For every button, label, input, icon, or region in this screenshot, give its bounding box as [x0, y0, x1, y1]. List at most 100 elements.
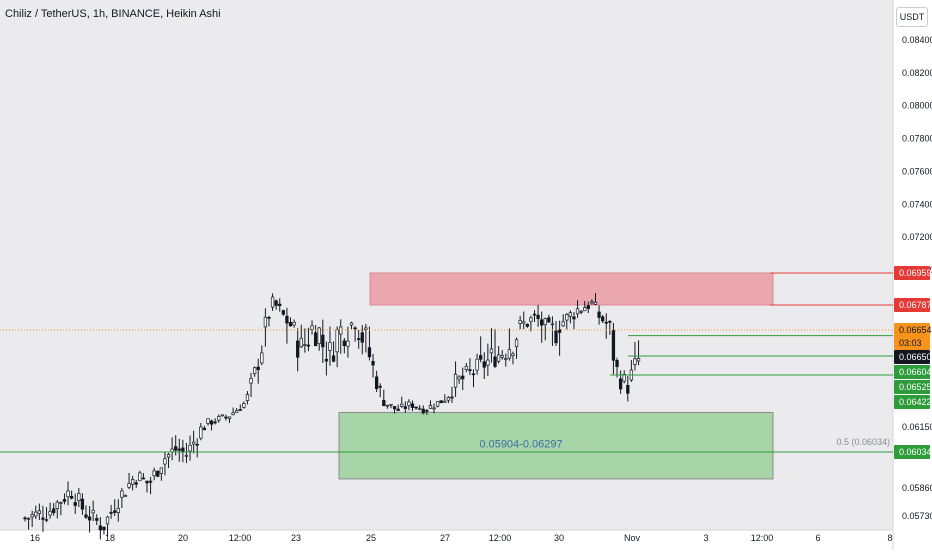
candle-body: [141, 477, 146, 480]
candle-body: [306, 344, 311, 347]
price-tick-label: 0.06150: [902, 422, 932, 432]
candle-body: [123, 495, 128, 497]
candle-body: [428, 404, 433, 409]
candle-body: [30, 514, 34, 518]
price-tag-bg: [894, 380, 930, 394]
price-tag-label: 0.06034: [899, 447, 932, 457]
candle-body: [561, 321, 565, 327]
candle-body: [235, 410, 239, 413]
currency-button[interactable]: USDT: [896, 7, 928, 27]
candle-body: [636, 358, 641, 362]
candle-body: [554, 330, 558, 344]
candle-body: [604, 321, 608, 324]
candle-body: [504, 358, 508, 360]
candle-body: [418, 407, 422, 410]
candle-body: [87, 516, 92, 521]
candle-body: [378, 385, 382, 388]
candle-body: [66, 490, 70, 498]
candle-body: [611, 330, 616, 361]
time-tick-label: 6: [815, 533, 820, 543]
candle-body: [382, 399, 386, 407]
time-axis[interactable]: 16 18 20 12:00 23 25 27 12:00 30 Nov 3 12:00 6 8: [30, 533, 893, 543]
candle-body: [242, 403, 246, 408]
candle-body: [511, 353, 515, 357]
time-tick-label: 27: [440, 533, 450, 543]
candle-body: [357, 338, 361, 340]
candle-body: [220, 414, 224, 417]
candle-body: [389, 403, 393, 406]
candle-body: [468, 369, 472, 372]
candle-body: [256, 366, 260, 371]
candle-body: [288, 322, 293, 327]
candle-body: [260, 352, 264, 364]
candle-body: [310, 325, 314, 330]
candle-body: [217, 416, 221, 421]
candle-body: [44, 519, 49, 521]
candle-body: [48, 510, 52, 516]
resistance-zone[interactable]: [369, 272, 774, 306]
candle-body: [392, 406, 397, 410]
candle-body: [496, 354, 501, 362]
time-tick-label: 12:00: [751, 533, 774, 543]
price-tag-bg: [894, 336, 930, 350]
candle-body: [202, 427, 207, 431]
candle-body: [152, 470, 156, 477]
candle-body: [374, 376, 379, 390]
price-tick-label: 0.07600: [902, 166, 932, 176]
price-tags-layer: 0.06959 0.06787 0.06654 03:03 0.06650 0.06604…: [894, 266, 932, 459]
candle-body: [245, 394, 250, 401]
candle-body: [285, 315, 289, 324]
candle-body: [191, 441, 196, 445]
candle-body: [148, 480, 153, 483]
candle-body: [206, 418, 210, 424]
candle-body: [209, 420, 214, 425]
price-tag-bg: [894, 445, 930, 459]
candle-body: [120, 490, 124, 498]
candle-body: [213, 421, 217, 424]
candle-body: [274, 300, 278, 306]
candle-body: [353, 327, 357, 330]
candle-body: [364, 327, 368, 330]
candle-body: [396, 408, 400, 411]
candle-body: [590, 301, 594, 304]
candle-body: [385, 404, 390, 407]
candle-body: [166, 454, 171, 458]
candle-body: [446, 397, 451, 401]
candle-body: [26, 517, 31, 520]
price-tick-label: 0.07200: [902, 232, 932, 242]
candle-body: [500, 355, 504, 358]
candle-body: [601, 316, 605, 322]
candle-body: [633, 358, 637, 365]
candle-body: [403, 406, 407, 409]
candle-body: [522, 321, 526, 324]
price-tag-bg: [894, 266, 930, 280]
candle-body: [557, 329, 562, 333]
support-zone[interactable]: [338, 411, 774, 480]
time-tick-label: 30: [554, 533, 564, 543]
candle-body: [145, 480, 149, 484]
candle-body: [597, 311, 601, 318]
price-tick-label: 0.08400: [902, 35, 932, 45]
price-tag-label: 0.06422: [899, 397, 932, 407]
time-tick-label: 25: [366, 533, 376, 543]
candle-body: [453, 373, 458, 388]
candle-body: [407, 401, 411, 406]
candle-body: [177, 448, 181, 451]
price-tick-label: 0.07400: [902, 199, 932, 209]
candle-body: [414, 406, 418, 409]
candle-body: [195, 443, 199, 446]
candle-body: [199, 426, 203, 439]
candle-body: [113, 510, 117, 513]
candle-body: [346, 340, 350, 347]
candle-body: [572, 316, 576, 320]
candle-body: [184, 454, 189, 457]
candle-body: [109, 512, 113, 514]
candle-body: [540, 319, 544, 326]
price-tag-label: 0.06525: [899, 382, 932, 392]
candle-body: [303, 344, 307, 346]
candle-body: [410, 403, 415, 408]
candle-body: [360, 332, 364, 343]
time-tick-label: 20: [178, 533, 188, 543]
